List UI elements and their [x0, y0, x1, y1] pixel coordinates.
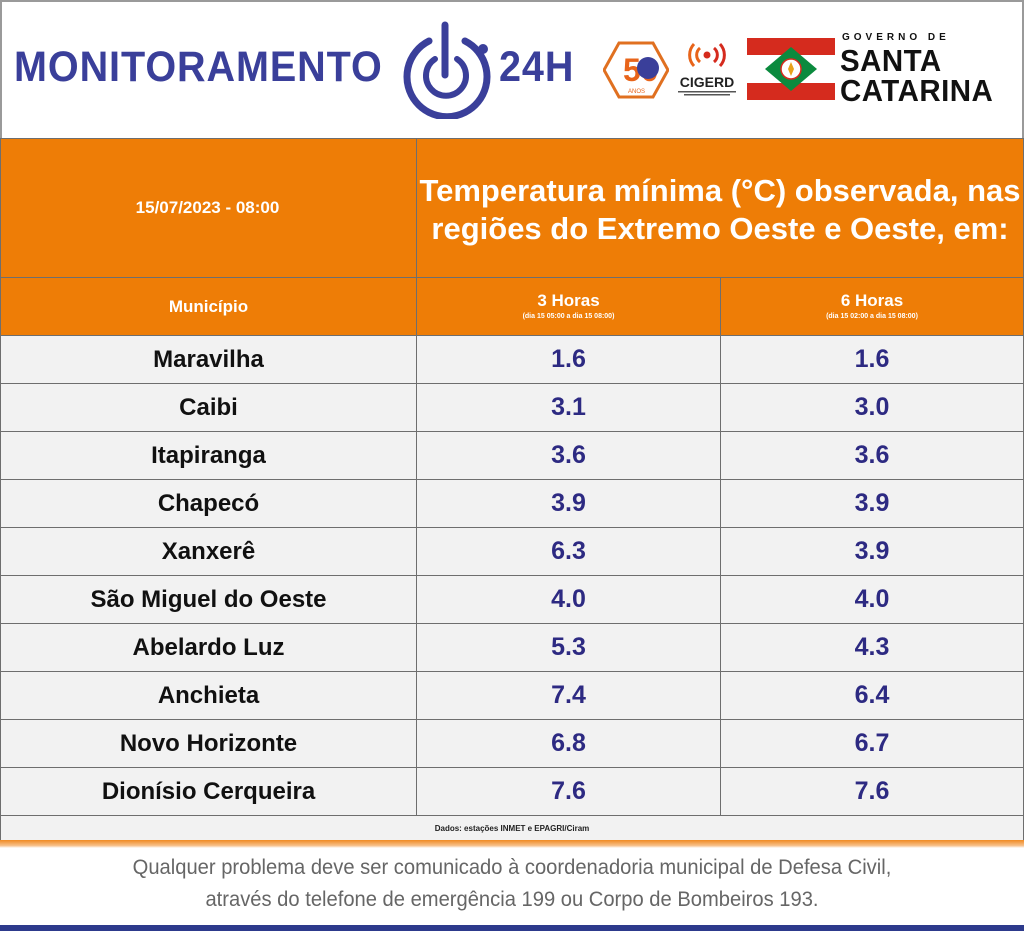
col-3h-range: (dia 15 05:00 a dia 15 08:00): [522, 312, 615, 320]
municipio-name: Chapecó: [0, 479, 417, 528]
table-row: Xanxerê 6.3 3.9: [0, 527, 1024, 576]
temperature-table: 15/07/2023 - 08:00 Temperatura mínima (°…: [0, 138, 1024, 842]
col-header-municipio: Município: [0, 277, 417, 336]
temp-6h: 3.9: [720, 527, 1024, 576]
data-source-note: Dados: estações INMET e EPAGRI/Ciram: [0, 815, 1024, 842]
municipio-name: Maravilha: [0, 335, 417, 384]
bottom-accent-bar: [0, 925, 1024, 931]
temp-6h: 3.6: [720, 431, 1024, 480]
temp-6h: 7.6: [720, 767, 1024, 816]
anniversary-50-logo: 50 ANOS: [603, 41, 669, 99]
municipio-name: Xanxerê: [0, 527, 417, 576]
temp-6h: 4.3: [720, 623, 1024, 672]
temp-3h: 3.6: [416, 431, 721, 480]
footer-line-2: através do telefone de emergência 199 ou…: [205, 888, 819, 911]
footer-line-1: Qualquer problema deve ser comunicado à …: [132, 856, 892, 879]
cigerd-label: CIGERD: [679, 74, 735, 90]
temp-3h: 6.3: [416, 527, 721, 576]
logo-50-sub: ANOS: [628, 89, 645, 95]
temp-3h: 3.1: [416, 383, 721, 432]
footer-divider: [0, 840, 1024, 848]
table-row: Maravilha 1.6 1.6: [0, 335, 1024, 384]
temp-3h: 7.6: [416, 767, 721, 816]
government-wordmark: GOVERNO DE SANTA CATARINA: [840, 32, 1020, 108]
col-6h-range: (dia 15 02:00 a dia 15 08:00): [826, 312, 918, 320]
gov-line-santa: SANTA: [840, 43, 942, 78]
temp-3h: 1.6: [416, 335, 721, 384]
table-row: Dionísio Cerqueira 7.6 7.6: [0, 767, 1024, 816]
municipio-name: Caibi: [0, 383, 417, 432]
table-row: Novo Horizonte 6.8 6.7: [0, 719, 1024, 768]
temp-3h: 4.0: [416, 575, 721, 624]
col-header-3h: 3 Horas (dia 15 05:00 a dia 15 08:00): [416, 277, 721, 336]
municipio-name: Dionísio Cerqueira: [0, 767, 417, 816]
municipio-name: Novo Horizonte: [0, 719, 417, 768]
municipio-name: Abelardo Luz: [0, 623, 417, 672]
temp-3h: 7.4: [416, 671, 721, 720]
temp-3h: 3.9: [416, 479, 721, 528]
table-row: Chapecó 3.9 3.9: [0, 479, 1024, 528]
col-6h-label: 6 Horas: [840, 290, 904, 310]
brand-word-24h: 24H: [499, 42, 575, 91]
date-time: 15/07/2023 - 08:00: [0, 138, 417, 278]
temp-6h: 4.0: [720, 575, 1024, 624]
power-target-icon: [403, 21, 491, 119]
municipio-name: Itapiranga: [0, 431, 417, 480]
temp-6h: 6.7: [720, 719, 1024, 768]
source-row: Dados: estações INMET e EPAGRI/Ciram: [0, 815, 1024, 842]
temp-6h: 6.4: [720, 671, 1024, 720]
table-title: Temperatura mínima (°C) observada, nas r…: [416, 138, 1024, 278]
santa-catarina-flag: [747, 38, 835, 100]
header-banner: MONITORAMENTO 24H 50 ANOS CIGERD: [0, 0, 1024, 138]
column-header-row: Município 3 Horas (dia 15 05:00 a dia 15…: [0, 277, 1024, 336]
municipio-name: São Miguel do Oeste: [0, 575, 417, 624]
gov-small-label: GOVERNO DE: [842, 32, 950, 43]
table-row: Caibi 3.1 3.0: [0, 383, 1024, 432]
table-row: São Miguel do Oeste 4.0 4.0: [0, 575, 1024, 624]
cigerd-subtitle-lines: [678, 91, 736, 96]
table-row: Itapiranga 3.6 3.6: [0, 431, 1024, 480]
municipio-name: Anchieta: [0, 671, 417, 720]
temp-6h: 3.0: [720, 383, 1024, 432]
cigerd-signal-icon: [688, 42, 726, 68]
cigerd-logo: CIGERD: [674, 36, 740, 102]
temp-6h: 3.9: [720, 479, 1024, 528]
footer-notice: Qualquer problema deve ser comunicado à …: [0, 848, 1024, 926]
table-title-row: 15/07/2023 - 08:00 Temperatura mínima (°…: [0, 138, 1024, 278]
col-header-6h: 6 Horas (dia 15 02:00 a dia 15 08:00): [720, 277, 1024, 336]
temp-3h: 5.3: [416, 623, 721, 672]
temp-6h: 1.6: [720, 335, 1024, 384]
brand-word-monitoramento: MONITORAMENTO: [14, 42, 383, 91]
temp-3h: 6.8: [416, 719, 721, 768]
brand-logo: MONITORAMENTO 24H: [14, 21, 581, 119]
col-3h-label: 3 Horas: [537, 290, 600, 310]
gov-line-catarina: CATARINA: [840, 73, 994, 108]
table-row: Anchieta 7.4 6.4: [0, 671, 1024, 720]
table-row: Abelardo Luz 5.3 4.3: [0, 623, 1024, 672]
